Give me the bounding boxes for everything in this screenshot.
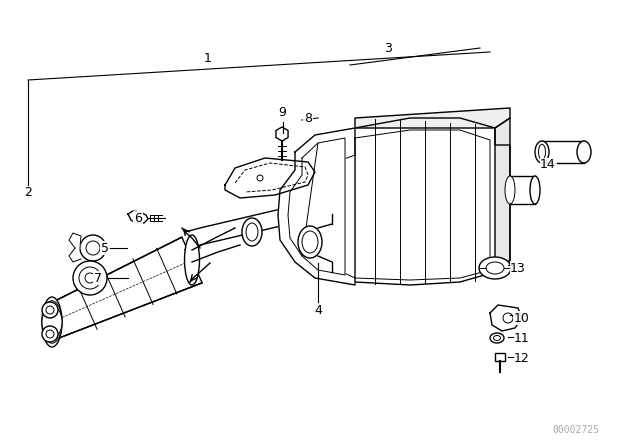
Ellipse shape	[42, 302, 58, 318]
Polygon shape	[288, 138, 345, 275]
Bar	[495, 353, 505, 361]
Ellipse shape	[535, 141, 549, 163]
Polygon shape	[495, 118, 510, 272]
Ellipse shape	[298, 226, 322, 258]
Polygon shape	[128, 211, 148, 223]
Polygon shape	[278, 128, 355, 285]
Text: 5: 5	[101, 241, 109, 254]
Polygon shape	[355, 108, 510, 128]
Ellipse shape	[479, 257, 511, 279]
Text: 13: 13	[510, 262, 526, 275]
Text: 00002725: 00002725	[552, 425, 600, 435]
Polygon shape	[45, 237, 202, 338]
Text: 14: 14	[540, 159, 556, 172]
Polygon shape	[225, 158, 315, 198]
Ellipse shape	[73, 261, 107, 295]
Text: 1: 1	[204, 52, 212, 65]
Polygon shape	[192, 228, 240, 262]
Polygon shape	[285, 118, 510, 285]
Text: 12: 12	[514, 352, 530, 365]
Text: 3: 3	[384, 42, 392, 55]
Polygon shape	[185, 208, 285, 250]
Ellipse shape	[530, 176, 540, 204]
Text: 8: 8	[304, 112, 312, 125]
Text: 7: 7	[94, 271, 102, 284]
Ellipse shape	[80, 235, 106, 261]
Text: 6: 6	[134, 211, 142, 224]
Ellipse shape	[42, 306, 62, 338]
Ellipse shape	[42, 297, 62, 347]
Text: 9: 9	[278, 105, 286, 119]
Ellipse shape	[242, 218, 262, 246]
Ellipse shape	[184, 235, 200, 285]
Text: 2: 2	[24, 186, 32, 199]
Text: 10: 10	[514, 311, 530, 324]
Text: 4: 4	[314, 303, 322, 316]
Ellipse shape	[42, 301, 62, 343]
Ellipse shape	[505, 176, 515, 204]
Polygon shape	[69, 233, 81, 248]
Text: 11: 11	[514, 332, 530, 345]
Polygon shape	[542, 141, 584, 163]
Ellipse shape	[577, 141, 591, 163]
Polygon shape	[490, 305, 522, 331]
Ellipse shape	[490, 333, 504, 343]
Polygon shape	[295, 130, 490, 280]
Ellipse shape	[42, 326, 58, 342]
